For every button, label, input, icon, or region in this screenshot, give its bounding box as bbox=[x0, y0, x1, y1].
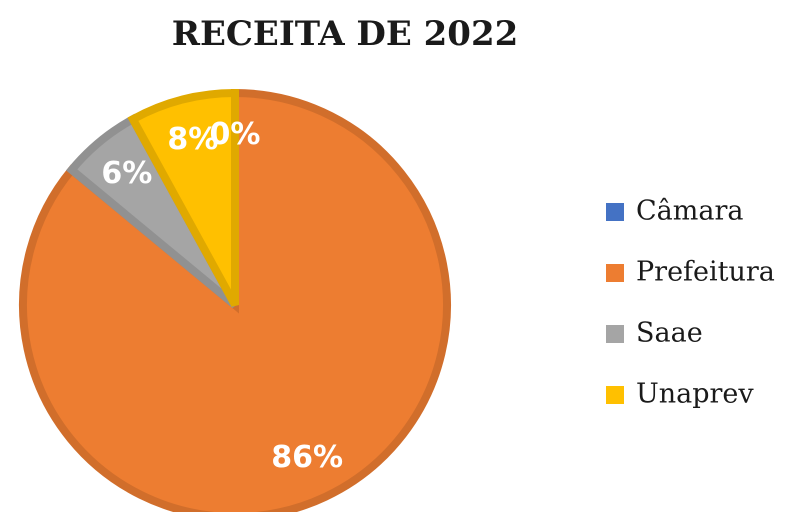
legend-swatch bbox=[606, 203, 624, 221]
data-label: 86% bbox=[271, 440, 343, 475]
legend-label: Saae bbox=[636, 318, 703, 349]
data-label: 0% bbox=[210, 117, 261, 152]
data-label: 8% bbox=[167, 122, 218, 157]
legend-label: Prefeitura bbox=[636, 257, 775, 288]
legend-swatch bbox=[606, 325, 624, 343]
pie-slice bbox=[127, 88, 239, 307]
data-label: 6% bbox=[101, 156, 152, 191]
legend-label: Unaprev bbox=[636, 379, 754, 410]
legend-swatch bbox=[606, 386, 624, 404]
legend-swatch bbox=[606, 264, 624, 282]
chart-title: RECEITA DE 2022 bbox=[172, 14, 519, 54]
legend-label: Câmara bbox=[636, 196, 743, 227]
pie-slice bbox=[19, 88, 451, 512]
